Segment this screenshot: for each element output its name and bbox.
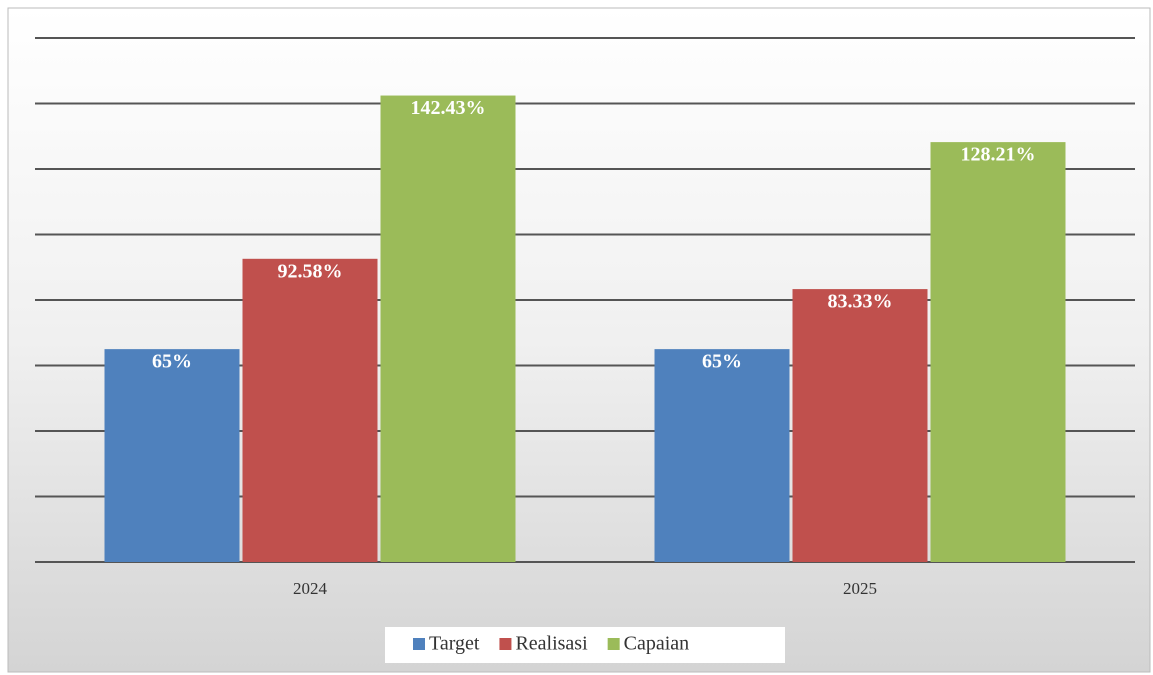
legend-swatch (413, 638, 425, 650)
legend-label: Target (429, 633, 480, 655)
x-tick-label: 2024 (293, 579, 328, 598)
legend-swatch (499, 638, 512, 650)
data-label: 128.21% (961, 144, 1036, 166)
legend-swatch (607, 638, 620, 650)
bar (104, 349, 240, 562)
bar (654, 349, 790, 562)
legend-label: Capaian (624, 633, 690, 655)
bar (380, 95, 516, 562)
data-label: 65% (152, 351, 192, 373)
bar (792, 289, 928, 562)
legend-label: Realisasi (515, 633, 588, 655)
data-label: 83.33% (828, 291, 893, 313)
x-tick-label: 2025 (843, 579, 877, 598)
data-label: 142.43% (411, 97, 486, 119)
bar (242, 258, 378, 562)
legend-box (385, 627, 785, 663)
bar (930, 142, 1066, 562)
data-label: 92.58% (278, 260, 343, 282)
data-label: 65% (702, 351, 742, 373)
